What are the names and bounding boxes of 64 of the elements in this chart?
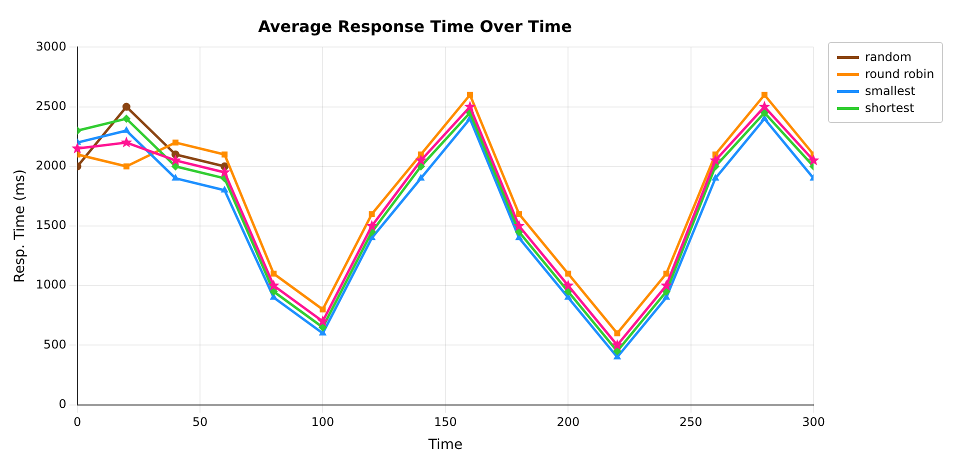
point xyxy=(122,102,130,111)
point xyxy=(318,323,327,332)
point xyxy=(761,92,768,98)
x-tick-label: 150 xyxy=(434,415,457,430)
x-tick-label: 0 xyxy=(74,415,82,430)
point xyxy=(564,294,572,300)
point xyxy=(268,280,280,290)
point xyxy=(122,114,130,123)
point xyxy=(515,228,524,236)
x-axis-title: Time xyxy=(427,437,463,454)
point xyxy=(464,100,476,112)
point xyxy=(660,280,672,290)
point xyxy=(417,174,424,181)
point xyxy=(612,339,623,350)
y-tick-label: 500 xyxy=(43,337,66,352)
point xyxy=(172,174,180,181)
point xyxy=(516,211,522,218)
point xyxy=(122,126,130,133)
legend-label: round robin xyxy=(865,67,934,81)
x-tick-label: 50 xyxy=(192,415,208,430)
x-tick-label: 200 xyxy=(556,415,580,430)
y-tick-label: 1500 xyxy=(36,218,66,232)
point xyxy=(613,347,622,356)
point xyxy=(270,294,278,300)
point xyxy=(270,270,277,277)
point xyxy=(72,142,84,154)
point xyxy=(614,330,620,336)
point xyxy=(808,154,820,166)
point xyxy=(562,280,574,290)
point xyxy=(415,154,427,166)
point xyxy=(662,288,670,296)
point xyxy=(172,140,178,146)
legend-label: smallest xyxy=(865,84,916,98)
point xyxy=(712,174,719,181)
point xyxy=(221,186,228,192)
legend-label: random xyxy=(865,50,912,64)
point xyxy=(564,288,572,296)
point xyxy=(270,288,278,296)
y-tick-label: 2000 xyxy=(36,158,66,173)
point xyxy=(172,162,180,170)
x-tick-label: 100 xyxy=(311,415,334,430)
y-tick-label: 0 xyxy=(58,396,66,411)
point xyxy=(513,220,525,231)
y-tick-label: 2500 xyxy=(36,98,66,113)
point xyxy=(710,154,722,166)
x-tick-label: 300 xyxy=(802,415,825,430)
point xyxy=(368,211,375,218)
point xyxy=(663,270,670,277)
point xyxy=(120,136,132,148)
y-tick-label: 3000 xyxy=(36,39,66,54)
point xyxy=(320,306,326,312)
point xyxy=(366,220,378,231)
point xyxy=(662,294,670,300)
point xyxy=(123,163,130,170)
x-tick-label: 250 xyxy=(679,415,702,430)
chart-title: Average Response Time Over Time xyxy=(258,16,572,36)
legend-label: shortest xyxy=(865,101,914,115)
y-axis-title: Resp. Time (ms) xyxy=(12,169,28,283)
point xyxy=(317,315,328,326)
point xyxy=(565,270,572,277)
y-tick-label: 1000 xyxy=(36,278,66,292)
point xyxy=(222,152,228,158)
point xyxy=(467,92,473,98)
point xyxy=(758,100,770,112)
